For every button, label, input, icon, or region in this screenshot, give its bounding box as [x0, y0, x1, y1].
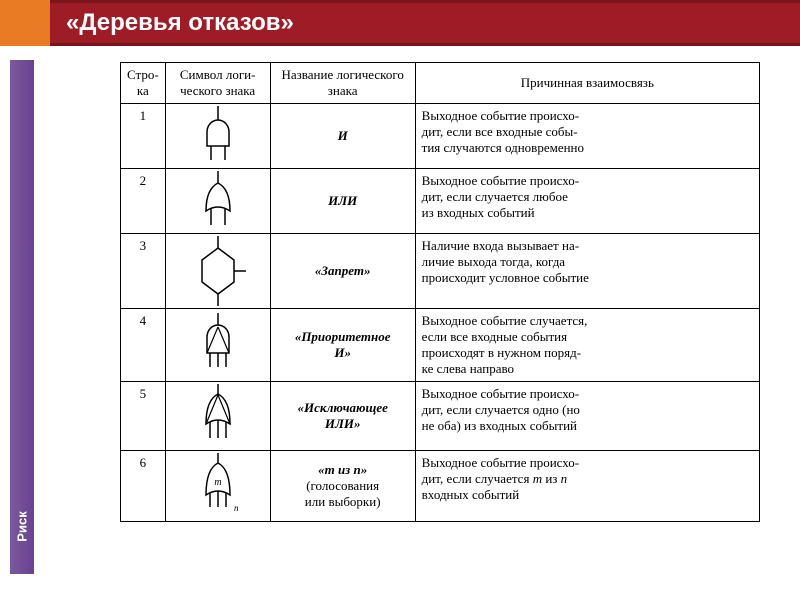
table-row: 1 ИВыходное событие происхо-дит, если вс… — [121, 104, 760, 169]
gate-name: ИЛИ — [270, 169, 415, 234]
table-row: 3 «Запрет»Наличие входа вызывает на-личи… — [121, 234, 760, 309]
gate-description: Выходное событие происхо-дит, если случа… — [415, 382, 759, 451]
table-row: 6 m n «m из n»(голосованияили выборки)Вы… — [121, 451, 760, 522]
gate-description: Выходное событие происхо-дит, если случа… — [415, 169, 759, 234]
gate-description: Выходное событие случается,если все вход… — [415, 309, 759, 382]
table-row: 2 ИЛИВыходное событие происхо-дит, если … — [121, 169, 760, 234]
gate-symbol — [165, 169, 270, 234]
gate-description: Выходное событие происхо-дит, если случа… — [415, 451, 759, 522]
row-number: 4 — [121, 309, 166, 382]
row-number: 1 — [121, 104, 166, 169]
th-name: Название логического знака — [270, 63, 415, 104]
fault-tree-table: Стро- ка Символ логи- ческого знака Назв… — [120, 62, 760, 522]
table-row: 5 «ИсключающееИЛИ»Выходное событие проис… — [121, 382, 760, 451]
gate-description: Выходное событие происхо-дит, если все в… — [415, 104, 759, 169]
gate-symbol — [165, 234, 270, 309]
gate-name: «Запрет» — [270, 234, 415, 309]
gate-symbol: m n — [165, 451, 270, 522]
svg-text:m: m — [214, 477, 221, 488]
gate-symbol — [165, 104, 270, 169]
gate-symbol — [165, 382, 270, 451]
th-desc: Причинная взаимосвязь — [415, 63, 759, 104]
table-row: 4 «ПриоритетноеИ»Выходное событие случае… — [121, 309, 760, 382]
svg-text:n: n — [234, 503, 239, 513]
gate-name: «ИсключающееИЛИ» — [270, 382, 415, 451]
gate-name: И — [270, 104, 415, 169]
th-row: Стро- ка — [121, 63, 166, 104]
accent-block — [0, 0, 50, 46]
title-bar: «Деревья отказов» — [50, 0, 800, 46]
sidebar: Риск — [10, 60, 34, 574]
gate-name: «m из n»(голосованияили выборки) — [270, 451, 415, 522]
sidebar-label: Риск — [15, 511, 30, 541]
row-number: 6 — [121, 451, 166, 522]
page-title: «Деревья отказов» — [66, 9, 294, 37]
row-number: 3 — [121, 234, 166, 309]
row-number: 2 — [121, 169, 166, 234]
gate-description: Наличие входа вызывает на-личие выхода т… — [415, 234, 759, 309]
row-number: 5 — [121, 382, 166, 451]
th-symbol: Символ логи- ческого знака — [165, 63, 270, 104]
gate-symbol — [165, 309, 270, 382]
gate-name: «ПриоритетноеИ» — [270, 309, 415, 382]
